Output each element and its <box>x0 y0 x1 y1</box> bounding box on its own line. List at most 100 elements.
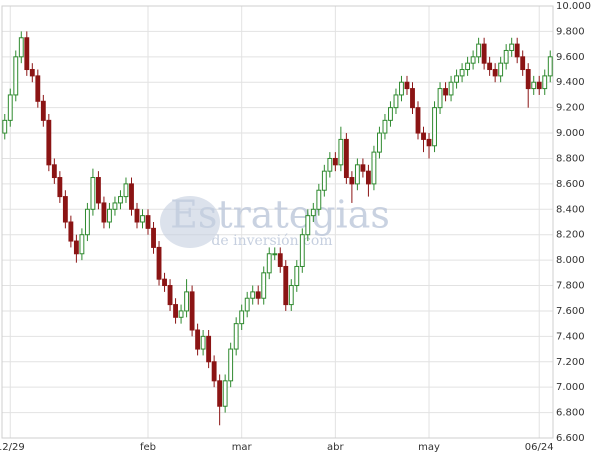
y-tick-label: 9.600 <box>556 52 585 63</box>
candle-body <box>454 75 460 83</box>
candle-body <box>29 69 35 77</box>
y-tick-label: 8.000 <box>556 255 585 266</box>
candle-body <box>211 361 217 382</box>
y-tick-label: 7.400 <box>556 331 585 342</box>
candle-body <box>151 227 156 248</box>
x-tick-label: may <box>418 442 440 453</box>
candle-body <box>299 234 305 267</box>
candle-body <box>101 202 107 223</box>
candle-body <box>250 291 256 299</box>
candle-body <box>84 208 90 236</box>
candle-body <box>470 56 476 64</box>
candle-body <box>134 208 140 223</box>
candle-body <box>327 157 333 172</box>
candle-body <box>233 323 239 350</box>
candle-body <box>432 107 437 147</box>
candle-body <box>410 88 415 109</box>
candle-body <box>305 215 311 236</box>
candle-body <box>354 164 360 185</box>
candle-body <box>283 265 289 306</box>
candle-body <box>349 177 355 185</box>
candle-body <box>217 380 223 407</box>
candle-body <box>487 62 493 71</box>
candle-body <box>536 81 542 90</box>
candle-body <box>437 88 443 109</box>
candle-body <box>35 75 41 102</box>
candle-body <box>184 291 190 312</box>
candle-body <box>255 291 261 299</box>
candle-body <box>112 202 118 210</box>
candle-body <box>443 88 448 96</box>
candle-body <box>222 380 228 407</box>
candle-body <box>73 240 79 255</box>
candle-body <box>24 37 30 71</box>
candle-body <box>509 43 515 51</box>
y-tick-label: 6.800 <box>556 408 585 419</box>
candle-body <box>90 177 96 210</box>
candle-body <box>189 291 195 331</box>
y-tick-label: 7.600 <box>556 306 585 317</box>
candle-body <box>382 119 388 134</box>
candle-body <box>167 285 173 306</box>
candle-body <box>514 43 520 58</box>
candle-body <box>332 157 338 166</box>
candle-body <box>542 75 548 90</box>
plot-frame <box>1 5 554 439</box>
candle-body <box>520 56 526 71</box>
y-tick-label: 8.800 <box>556 153 585 164</box>
y-tick-label: 9.200 <box>556 103 585 114</box>
candle-body <box>288 285 294 306</box>
y-tick-label: 7.800 <box>556 281 585 292</box>
candle-body <box>365 170 371 185</box>
y-tick-label: 8.400 <box>556 204 585 215</box>
candle-body <box>156 246 162 280</box>
candle-body <box>40 100 46 121</box>
watermark-sub: de inversión.com <box>211 233 332 249</box>
candle-body <box>415 107 421 134</box>
candle-body <box>547 56 553 77</box>
candle-body <box>498 62 504 77</box>
candle-body <box>310 208 316 217</box>
y-tick-label: 8.200 <box>556 230 585 241</box>
x-tick-label: 06/24 <box>525 442 554 453</box>
candle-body <box>343 138 349 179</box>
candle-body <box>272 253 278 256</box>
candle-body <box>371 151 377 185</box>
candle-body <box>13 56 19 96</box>
candle-body <box>316 189 322 210</box>
candle-body <box>393 94 399 109</box>
candle-body <box>277 253 283 267</box>
candle-body <box>79 234 85 255</box>
y-tick-label: 7.000 <box>556 382 585 393</box>
y-tick-label: 9.400 <box>556 77 585 88</box>
candle-body <box>459 69 465 77</box>
candle-body <box>404 81 410 90</box>
candle-body <box>321 170 327 191</box>
candle-body <box>360 164 366 172</box>
candle-body <box>145 215 151 229</box>
watermark-logo <box>160 196 220 248</box>
x-tick-label: mar <box>232 442 253 453</box>
candle-body <box>503 49 509 64</box>
candle-body <box>195 329 201 350</box>
candle-body <box>228 348 234 382</box>
candle-body <box>140 215 145 223</box>
candle-body <box>129 183 134 210</box>
candle-body <box>476 43 482 58</box>
candle-body <box>178 310 184 318</box>
candle-body <box>123 183 129 198</box>
y-tick-label: 7.200 <box>556 357 585 368</box>
candle-body <box>266 253 272 274</box>
candle-body <box>448 81 454 96</box>
candle-body <box>421 132 426 140</box>
candle-body <box>7 94 13 121</box>
candle-body <box>388 107 393 121</box>
candle-body <box>57 177 63 198</box>
candle-body <box>200 335 206 350</box>
x-tick-label: abr <box>327 442 344 453</box>
candle-body <box>481 43 487 64</box>
candle-body <box>377 132 382 153</box>
candle-body <box>492 69 498 77</box>
candle-body <box>531 81 537 90</box>
